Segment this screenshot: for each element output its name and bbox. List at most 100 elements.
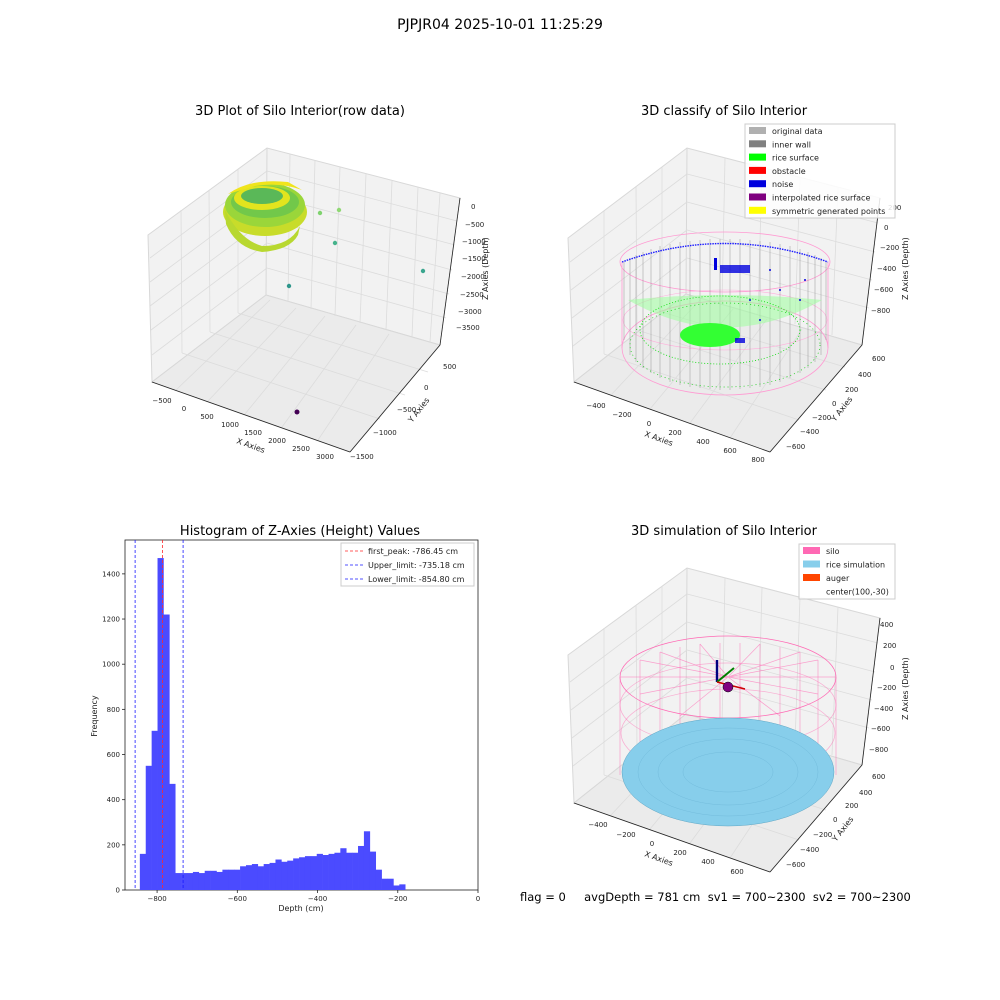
histogram-bar [381, 878, 388, 890]
histogram-bar [340, 848, 347, 890]
legend-label: auger [826, 574, 850, 583]
plot4-ytick: −600 [786, 861, 805, 869]
histogram-xtick: −600 [228, 895, 247, 903]
status-text: flag = 0 avgDepth = 781 cm sv1 = 700~230… [520, 890, 911, 904]
plot4-ztick: −400 [874, 705, 893, 713]
histogram-bar [334, 852, 341, 890]
legend-label: Upper_limit: -735.18 cm [368, 561, 465, 570]
plot2-ytick: 400 [858, 371, 871, 379]
plot4-ztick: 400 [880, 621, 893, 629]
plot4-xtick: 600 [730, 868, 743, 876]
plot1-ztick: −1500 [462, 255, 486, 263]
plot4-title: 3D simulation of Silo Interior [631, 524, 817, 539]
plot4-ztick: −800 [869, 746, 888, 754]
plot4-xlabel: X Axies [643, 849, 674, 868]
plot1-ztick: −1000 [462, 238, 486, 246]
legend-label: first_peak: -786.45 cm [368, 547, 458, 556]
legend-swatch [749, 193, 766, 201]
legend-label: interpolated rice surface [772, 194, 870, 203]
plot4-ytick: 400 [859, 789, 872, 797]
plot4-xtick: 400 [701, 858, 714, 866]
histogram-bars [139, 558, 406, 890]
legend-label: silo [826, 547, 840, 556]
plot2-xtick: 600 [723, 447, 736, 455]
legend-label: original data [772, 127, 823, 136]
plot1-xtick: 1000 [221, 421, 239, 429]
plot4-ytick: 0 [833, 816, 837, 824]
plot1-title: 3D Plot of Silo Interior(row data) [195, 104, 405, 119]
plot1-ytick: −1000 [373, 429, 397, 437]
histogram-bar [210, 870, 217, 890]
histogram-bar [169, 783, 176, 890]
legend-label: rice surface [772, 154, 819, 163]
histogram-bar [363, 831, 371, 890]
legend-swatch [749, 166, 766, 174]
histogram-bar [287, 860, 294, 890]
plot1-xtick: −500 [152, 397, 171, 405]
legend-label: obstacle [772, 167, 806, 176]
histogram-x-ticks: −800 −600 −400 −200 0 [147, 890, 480, 903]
plot2-title: 3D classify of Silo Interior [640, 104, 808, 119]
histogram-bar [228, 869, 235, 890]
plot4-y-ticks: 600 400 200 0 −200 −400 −600 [786, 773, 885, 869]
plot1-ztick: −3000 [458, 308, 482, 316]
histogram-bar [304, 856, 312, 890]
histogram-bar [198, 873, 206, 890]
histogram-bar [346, 852, 353, 890]
plot2-ztick: −400 [877, 265, 896, 273]
histogram-bar [216, 871, 223, 890]
plot2-xtick: 200 [668, 429, 681, 437]
histogram-bar [192, 871, 200, 890]
legend-label: inner wall [772, 140, 811, 149]
legend-swatch [749, 153, 766, 161]
legend-swatch [749, 206, 766, 214]
plot2-ytick: 600 [872, 355, 885, 363]
histogram-bar [299, 857, 306, 890]
plot4-ztick: 200 [883, 642, 896, 650]
plot1-ztick: 0 [471, 203, 475, 211]
plot4-legend: silo rice simulation auger center(100,-30) [798, 543, 896, 600]
histogram-bar [175, 873, 182, 890]
plot2-ytick: 0 [832, 400, 836, 408]
plot1-zlabel: Z Axies (Depth) [481, 237, 490, 300]
plot4-x-ticks: −400 −200 0 200 400 600 [588, 821, 743, 876]
plot1-ztick: −2500 [460, 291, 484, 299]
plot4-ytick: 200 [845, 802, 858, 810]
plot1-y-ticks: 500 0 −500 −1000 −1500 [350, 363, 456, 461]
plot1-axis-lines [151, 197, 461, 453]
plot1-xtick: 0 [182, 405, 186, 413]
histogram-bar [393, 885, 400, 890]
legend-swatch [749, 180, 766, 188]
plot2-x-ticks: −400 −200 0 200 400 600 800 [586, 402, 764, 464]
histogram-bar [240, 866, 247, 890]
histogram-bar [328, 853, 335, 890]
plot1-ytick: 500 [443, 363, 456, 371]
legend-label: Lower_limit: -854.80 cm [368, 575, 465, 584]
histogram-bar [310, 856, 318, 890]
histogram-bar [245, 865, 253, 890]
histogram-bar [151, 730, 158, 890]
histogram-bar [275, 859, 282, 890]
plot4-ytick: 600 [872, 773, 885, 781]
plot1-ytick: −500 [397, 406, 416, 414]
histogram-title: Histogram of Z-Axies (Height) Values [179, 524, 421, 539]
plot4-ztick: 0 [890, 664, 894, 672]
plot4-xtick: 200 [673, 849, 686, 857]
histogram-bar [352, 852, 359, 890]
histogram-xtick: −200 [388, 895, 407, 903]
plot1-xtick: 500 [200, 413, 213, 421]
histogram-bar [257, 866, 264, 890]
plot2-zlabel: Z Axies (Depth) [901, 237, 910, 300]
plot4-rice-surface [621, 717, 835, 827]
plot1-z-ticks: 0 −500 −1000 −1500 −2000 −2500 −3000 −35… [456, 203, 486, 332]
histogram-bar [145, 765, 152, 890]
plot1-point-cloud [223, 181, 426, 415]
plot2-ytick: 200 [845, 386, 858, 394]
plot2-xtick: 400 [696, 438, 709, 446]
legend-label: noise [772, 180, 793, 189]
histogram-bar [322, 855, 329, 890]
legend-swatch [749, 127, 766, 134]
